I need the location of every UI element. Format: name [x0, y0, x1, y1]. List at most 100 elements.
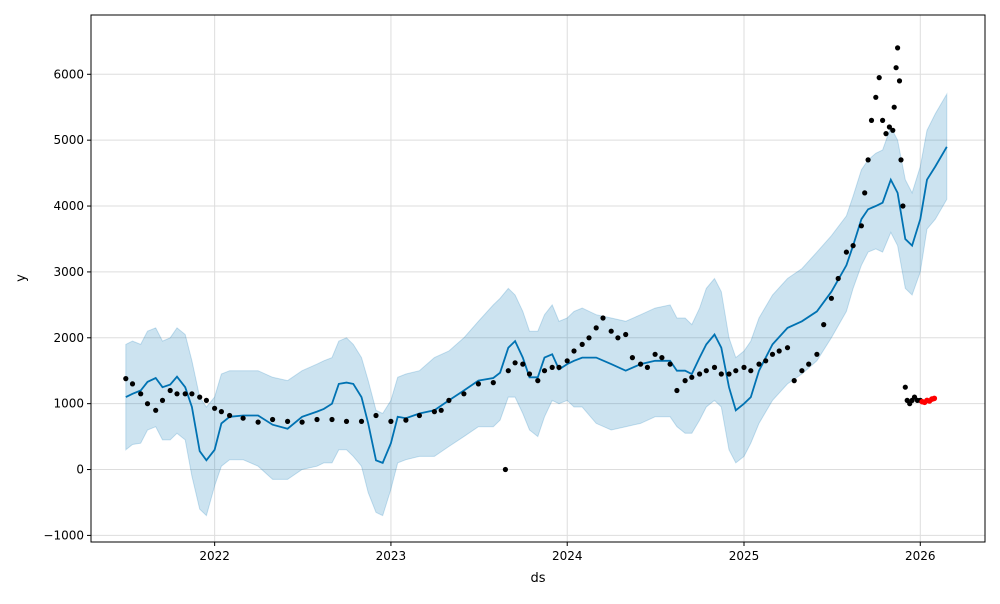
actual-point — [659, 355, 665, 361]
actual-point — [285, 418, 291, 424]
actual-point — [865, 157, 871, 163]
actual-point — [896, 78, 903, 84]
actual-point — [490, 380, 496, 386]
actual-point — [835, 275, 841, 282]
actual-point — [806, 361, 812, 367]
actual-point — [674, 387, 680, 394]
actual-point — [784, 345, 791, 351]
actual-point — [769, 351, 776, 357]
actual-point — [623, 331, 629, 338]
actual-point — [898, 157, 904, 163]
actual-point — [203, 397, 209, 403]
actual-point — [526, 371, 533, 377]
actual-point — [741, 364, 747, 370]
plot-frame — [90, 14, 986, 543]
actual-point — [593, 325, 599, 331]
actual-point — [763, 358, 769, 364]
uncertainty-band-layer — [125, 92, 948, 517]
actual-point — [733, 368, 739, 374]
actual-point — [883, 131, 889, 137]
actual-point — [388, 418, 394, 424]
y-tick-label: 2000 — [53, 331, 84, 345]
actual-point — [615, 335, 621, 341]
actual-point — [776, 348, 782, 354]
actual-point — [895, 45, 901, 51]
actual-point — [880, 117, 886, 123]
actual-point — [862, 190, 868, 196]
actual-point — [711, 364, 718, 370]
actual-point — [416, 412, 422, 419]
actual-point — [227, 412, 233, 419]
y-tick-label: 6000 — [53, 67, 84, 81]
actual-point — [541, 368, 548, 374]
actual-point — [123, 376, 129, 382]
actual-point — [900, 203, 906, 209]
actual-point — [358, 418, 365, 424]
x-axis-label: ds — [530, 571, 545, 586]
actual-point — [756, 361, 762, 367]
actual-point — [703, 368, 709, 374]
actual-point — [314, 416, 320, 423]
actual-point — [255, 419, 261, 425]
actual-point — [461, 391, 467, 397]
x-tick-label: 2024 — [552, 549, 583, 563]
actual-point — [270, 416, 276, 423]
x-tick-label: 2026 — [905, 549, 936, 563]
forecast-line-layer — [125, 146, 948, 465]
actual-point — [549, 364, 555, 370]
actual-point — [886, 124, 893, 130]
x-tick-label: 2025 — [729, 549, 760, 563]
actual-point — [535, 378, 541, 384]
y-tick-label: −1000 — [43, 528, 84, 542]
actual-point — [438, 407, 444, 413]
actual-point — [571, 348, 577, 354]
actual-point — [850, 243, 856, 249]
actual-point — [629, 355, 636, 361]
x-axis: 2022 2023 2024 2025 2026 — [199, 542, 936, 563]
actual-point — [240, 415, 246, 421]
y-axis: −1000 0 1000 2000 3000 4000 5000 6000 — [43, 67, 91, 542]
actual-point — [446, 397, 452, 403]
y-tick-label: 1000 — [53, 397, 84, 411]
actual-point — [890, 127, 896, 133]
actual-point — [893, 65, 899, 71]
actual-point — [556, 364, 562, 370]
actual-point — [799, 368, 805, 374]
actual-point — [697, 371, 703, 377]
actual-point — [299, 419, 305, 425]
actual-point — [343, 418, 350, 424]
actual-point — [814, 351, 820, 357]
actual-point — [891, 104, 897, 110]
actual-point — [868, 117, 875, 123]
y-axis-label: y — [14, 274, 29, 282]
actual-point — [876, 75, 882, 81]
actual-point — [608, 328, 614, 334]
actual-point — [182, 391, 188, 397]
actual-point — [153, 407, 159, 413]
actual-point — [726, 371, 732, 377]
actual-point — [502, 466, 508, 473]
actual-point — [689, 374, 695, 380]
actual-point — [600, 315, 606, 321]
actual-point — [638, 361, 644, 367]
actual-point — [564, 358, 570, 364]
actual-point — [873, 94, 879, 100]
forecast-line — [125, 146, 948, 465]
actual-point — [505, 368, 511, 374]
actual-point — [828, 295, 835, 301]
y-tick-label: 3000 — [53, 265, 84, 279]
actual-point — [644, 364, 651, 370]
actual-point — [579, 341, 585, 347]
y-tick-label: 5000 — [53, 133, 84, 147]
actual-point — [682, 378, 688, 384]
actual-point — [174, 391, 180, 397]
x-tick-label: 2022 — [199, 549, 230, 563]
actual-point — [718, 371, 724, 377]
actual-point — [902, 384, 908, 390]
future-actual-point — [931, 395, 938, 402]
actual-point — [843, 249, 850, 255]
actual-point — [586, 335, 592, 341]
actual-point — [821, 322, 827, 328]
actual-point — [373, 412, 379, 419]
